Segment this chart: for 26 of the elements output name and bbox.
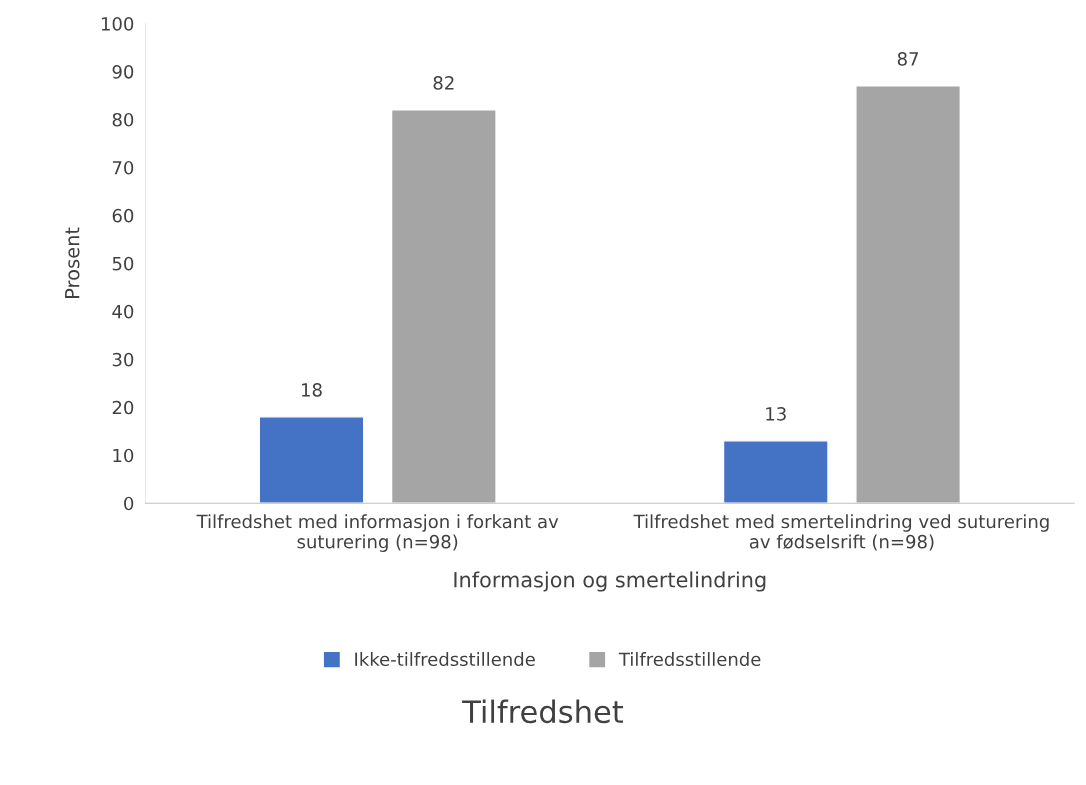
- data-label: 18: [301, 383, 322, 397]
- data-label: 82: [433, 76, 454, 90]
- y-tick-label: 0: [124, 496, 134, 511]
- bar: [722, 440, 829, 504]
- legend-label: Ikke-tilfredsstillende: [355, 652, 535, 667]
- y-tick-label: 60: [112, 208, 134, 223]
- y-tick-label: 50: [112, 256, 134, 271]
- y-tick-label: 100: [101, 17, 134, 31]
- legend-label: Tilfredsstillende: [618, 652, 761, 667]
- bar: [258, 416, 365, 504]
- x-tick-label: Tilfredshet med smertelindring ved suturering av fødselsrift (n=98): [633, 514, 1049, 551]
- y-tick-label: 70: [112, 160, 134, 175]
- y-tick-label: 90: [112, 64, 134, 79]
- x-axis-title: Informasjon og smertelindring: [454, 571, 766, 592]
- y-axis-title: Prosent: [65, 227, 80, 298]
- bar: [855, 85, 962, 504]
- y-tick-label: 20: [112, 400, 134, 415]
- bar: [390, 109, 497, 504]
- y-tick-label: 30: [112, 352, 134, 367]
- data-label: 87: [897, 52, 919, 66]
- x-tick-label: Tilfredshet med informasjon i forkant av suturering (n=98): [196, 514, 559, 552]
- y-tick-label: 10: [113, 448, 134, 463]
- y-tick-label: 80: [112, 112, 134, 127]
- data-label: 13: [766, 407, 786, 421]
- text: Tilfredshet: [462, 699, 624, 724]
- y-tick-label: 40: [112, 304, 134, 319]
